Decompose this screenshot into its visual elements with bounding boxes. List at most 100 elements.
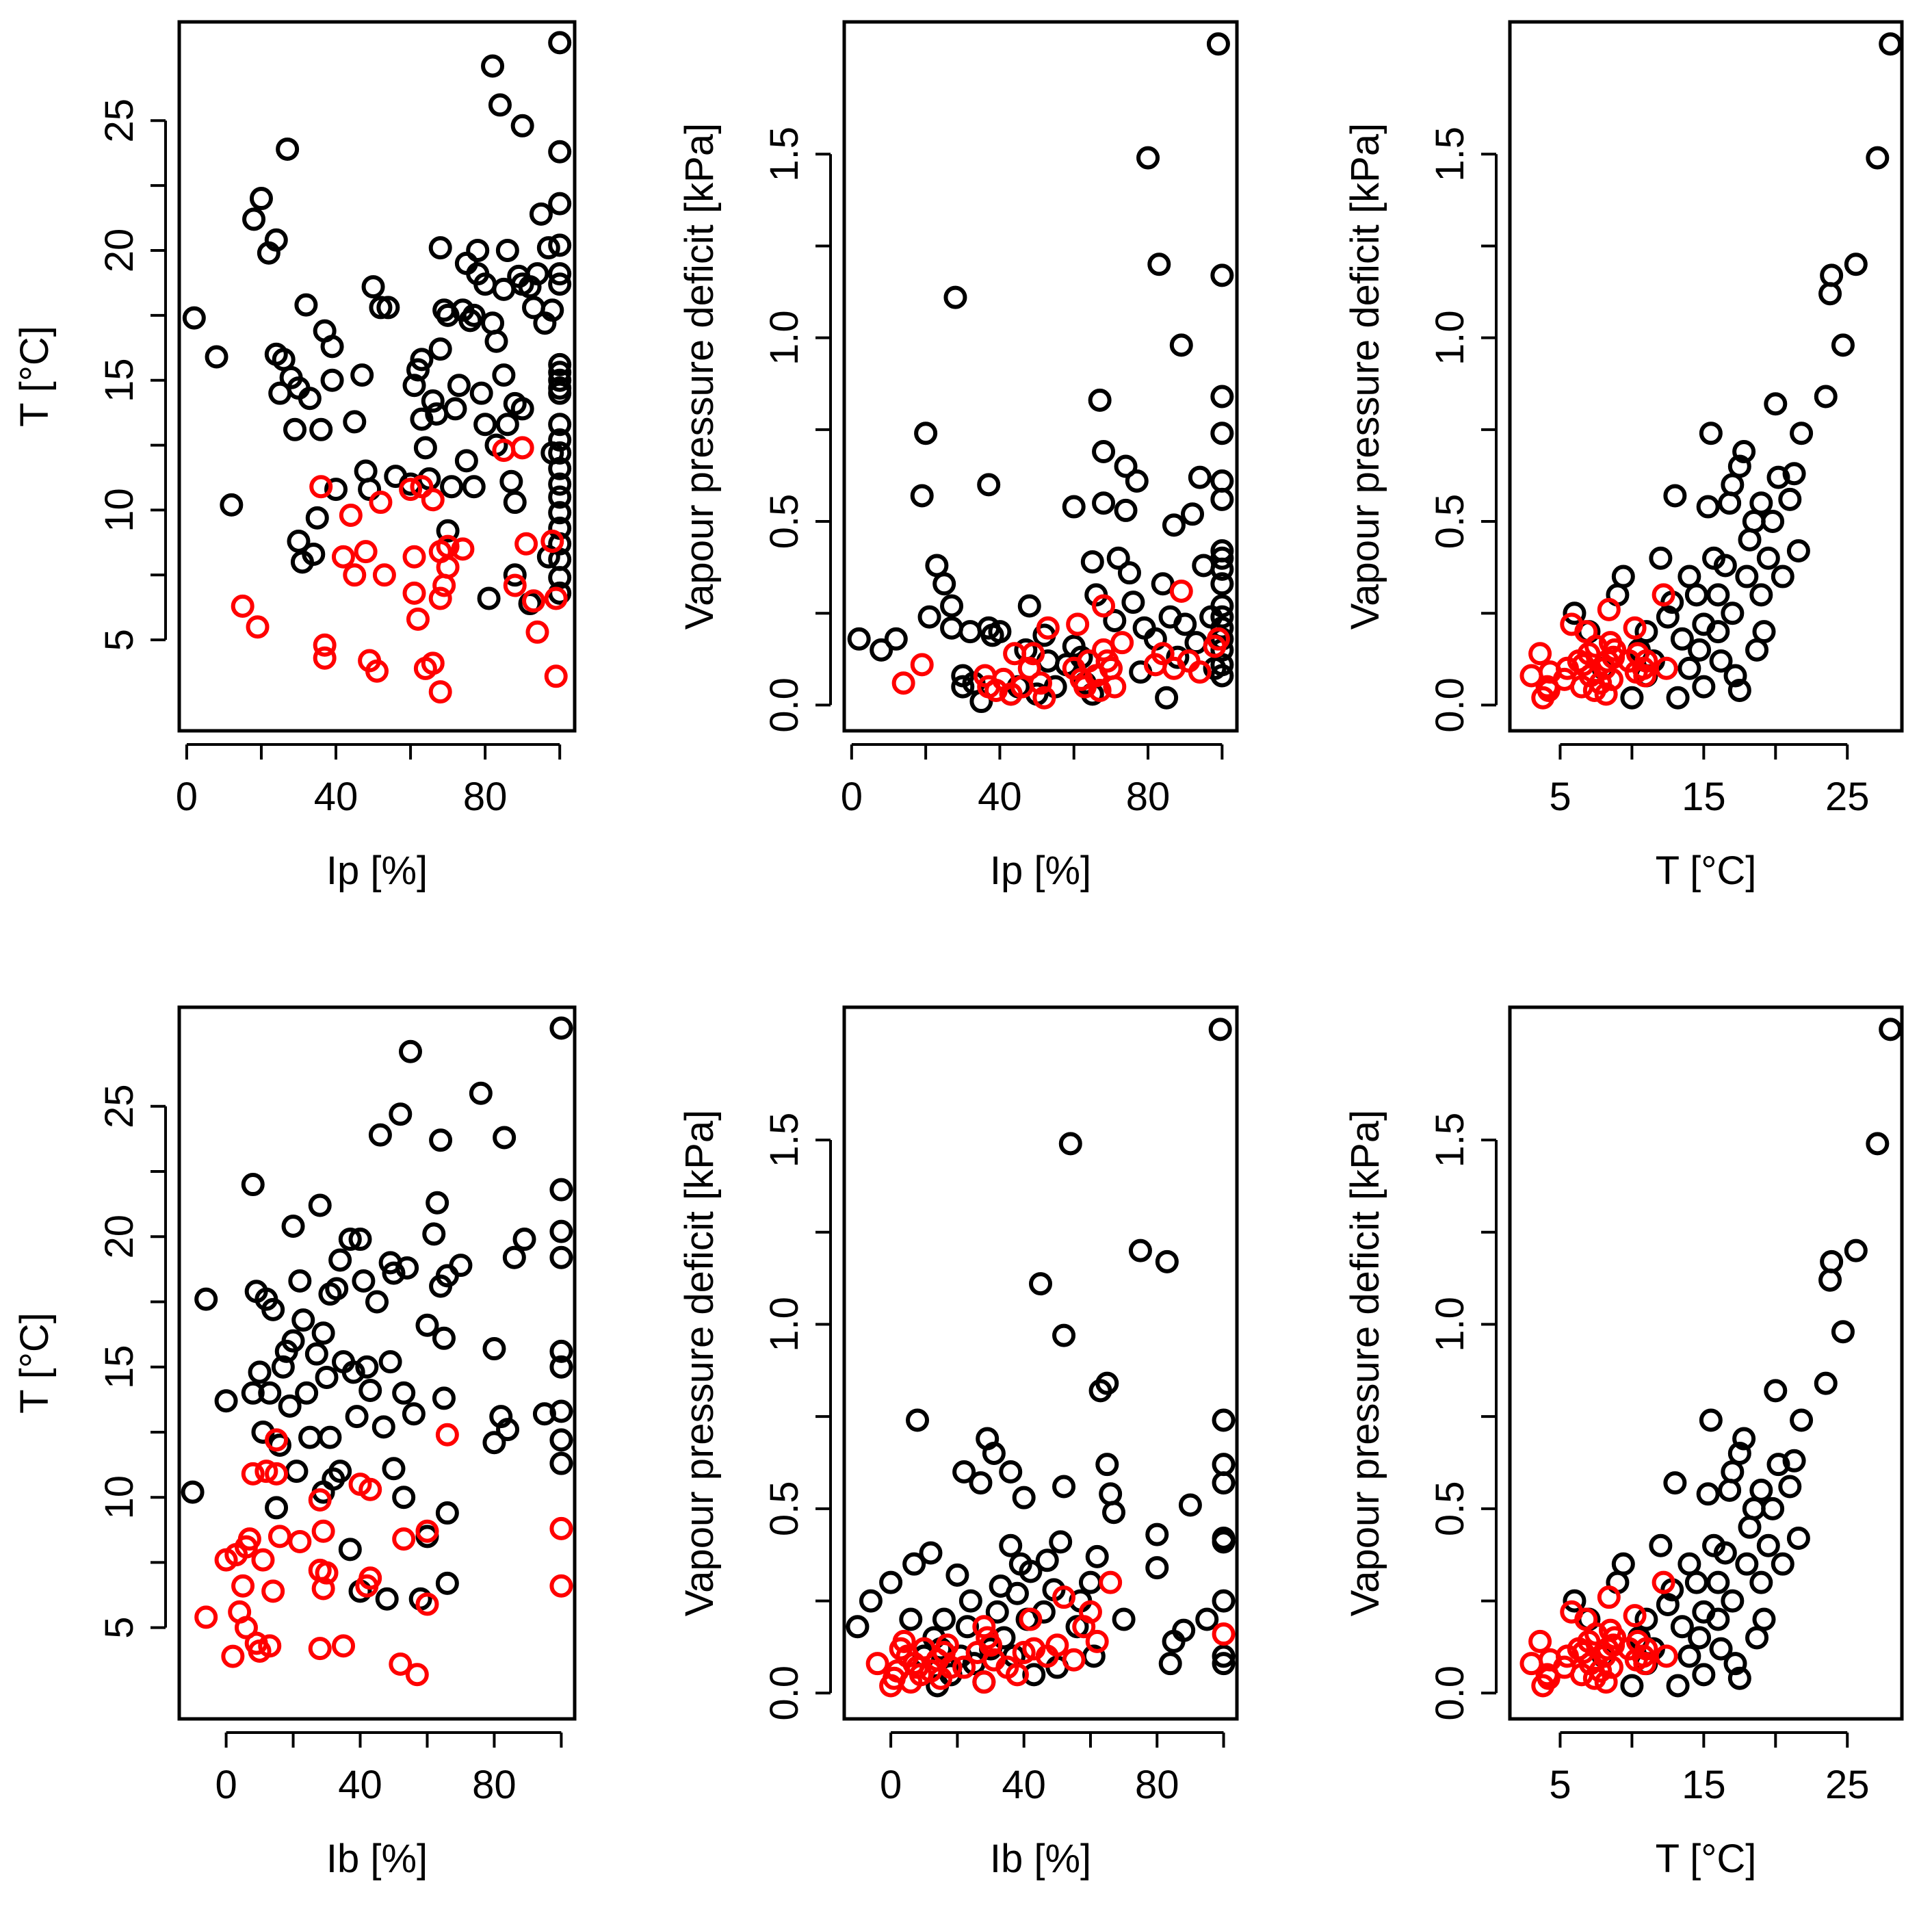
y-tick-label: 5: [97, 1617, 142, 1639]
data-point-black: [1761, 1496, 1785, 1520]
data-point-black: [447, 374, 471, 398]
series-black: [181, 1016, 573, 1611]
data-point-black: [402, 374, 426, 398]
y-tick-label: 0.5: [1428, 1481, 1472, 1537]
plot-frame: [842, 20, 1239, 733]
data-point-black: [1169, 333, 1193, 357]
data-point-red: [1589, 1659, 1613, 1683]
data-point-black: [1121, 591, 1145, 614]
y-axis-title: T [°C]: [12, 1312, 57, 1414]
data-point-black: [1611, 1552, 1635, 1576]
y-tick-label: 15: [97, 1345, 142, 1389]
data-point-red: [402, 581, 426, 605]
data-point-red: [979, 1633, 1003, 1657]
data-point-red: [1005, 1663, 1029, 1687]
data-point-black: [410, 407, 434, 431]
data-point-black: [205, 345, 229, 369]
data-point-black: [1706, 583, 1730, 607]
data-point-red: [1528, 1629, 1552, 1653]
data-point-black: [429, 1128, 453, 1152]
data-point-black: [371, 1415, 395, 1439]
data-point-black: [482, 1337, 506, 1361]
data-point-black: [338, 1228, 362, 1252]
data-point-black: [1210, 385, 1234, 409]
data-point-black: [951, 675, 975, 699]
x-tick-label: 0: [880, 1763, 902, 1807]
data-point-black: [278, 1394, 302, 1418]
data-point-red: [1623, 616, 1647, 640]
data-point-black: [358, 478, 382, 502]
data-point-black: [1745, 638, 1769, 662]
data-point-black: [1688, 1626, 1712, 1650]
series-black: [846, 1018, 1236, 1698]
data-point-red: [549, 1574, 573, 1598]
data-point-red: [354, 540, 378, 564]
data-point-black: [1756, 546, 1780, 570]
data-point-black: [548, 441, 572, 465]
data-point-red: [544, 664, 568, 688]
data-point-black: [1678, 565, 1701, 588]
data-point-black: [435, 1501, 459, 1525]
data-point-black: [548, 262, 572, 286]
data-point-black: [1879, 32, 1903, 56]
data-point-black: [1766, 1453, 1790, 1477]
y-axis-title: Vapour pressure deficit [kPa]: [1343, 123, 1387, 630]
data-point-black: [1078, 1570, 1102, 1594]
data-point-black: [548, 192, 572, 216]
data-point-black: [1181, 502, 1205, 526]
data-point-red: [1633, 664, 1657, 688]
data-point-black: [328, 1248, 352, 1272]
data-point-black: [1155, 1249, 1179, 1273]
data-point-black: [1879, 1018, 1903, 1041]
data-point-black: [1212, 1644, 1236, 1668]
data-point-black: [1866, 146, 1890, 170]
data-point-red: [1078, 1600, 1102, 1624]
data-point-black: [1095, 1371, 1119, 1395]
panel-4: 0 40 80 5 10 15 20 25 Ib [%] T [°C]: [12, 1005, 577, 1881]
data-point-black: [281, 1215, 305, 1238]
data-point-black: [548, 566, 572, 590]
data-point-black: [1670, 1615, 1694, 1639]
data-point-black: [194, 1287, 218, 1311]
data-point-red: [435, 1423, 459, 1447]
data-point-black: [510, 397, 534, 421]
data-point-black: [1099, 1482, 1123, 1506]
data-point-red: [939, 1655, 963, 1679]
data-point-black: [925, 554, 949, 578]
data-point-black: [1052, 1475, 1076, 1499]
data-point-black: [969, 1471, 993, 1495]
data-point-black: [1678, 1552, 1701, 1576]
data-point-black: [285, 1460, 309, 1483]
data-point-red: [1603, 638, 1627, 662]
data-point-black: [1162, 513, 1186, 537]
data-point-red: [503, 573, 527, 597]
data-point-black: [469, 381, 493, 405]
data-point-black: [1738, 528, 1762, 552]
data-point-red: [410, 475, 434, 499]
data-point-black: [1696, 1482, 1720, 1506]
panel-3: 5 15 25 0.0 0.5 1.0 1.5 T [°C] Vapour pressure d…: [1343, 20, 1904, 893]
data-point-black: [1092, 440, 1116, 464]
data-point-black: [305, 506, 329, 530]
data-point-black: [1771, 1552, 1794, 1576]
data-point-black: [392, 1486, 416, 1509]
data-point-black: [1727, 678, 1751, 702]
data-point-black: [549, 1178, 573, 1202]
data-point-black: [1732, 440, 1756, 464]
data-point-black: [1563, 601, 1587, 625]
data-point-black: [318, 1425, 342, 1449]
data-point-black: [283, 417, 307, 441]
data-point-black: [302, 542, 326, 566]
data-point-red: [358, 1566, 382, 1590]
data-point-red: [935, 1633, 959, 1657]
data-point-red: [1017, 656, 1041, 680]
data-point-black: [1206, 32, 1230, 56]
series-red: [1519, 1570, 1678, 1698]
data-point-black: [1620, 686, 1644, 710]
data-point-black: [1735, 565, 1759, 588]
data-point-black: [1103, 608, 1127, 632]
data-point-black: [382, 1261, 406, 1285]
data-point-black: [320, 368, 344, 392]
data-point-red: [436, 534, 460, 558]
data-point-black: [1210, 469, 1234, 493]
